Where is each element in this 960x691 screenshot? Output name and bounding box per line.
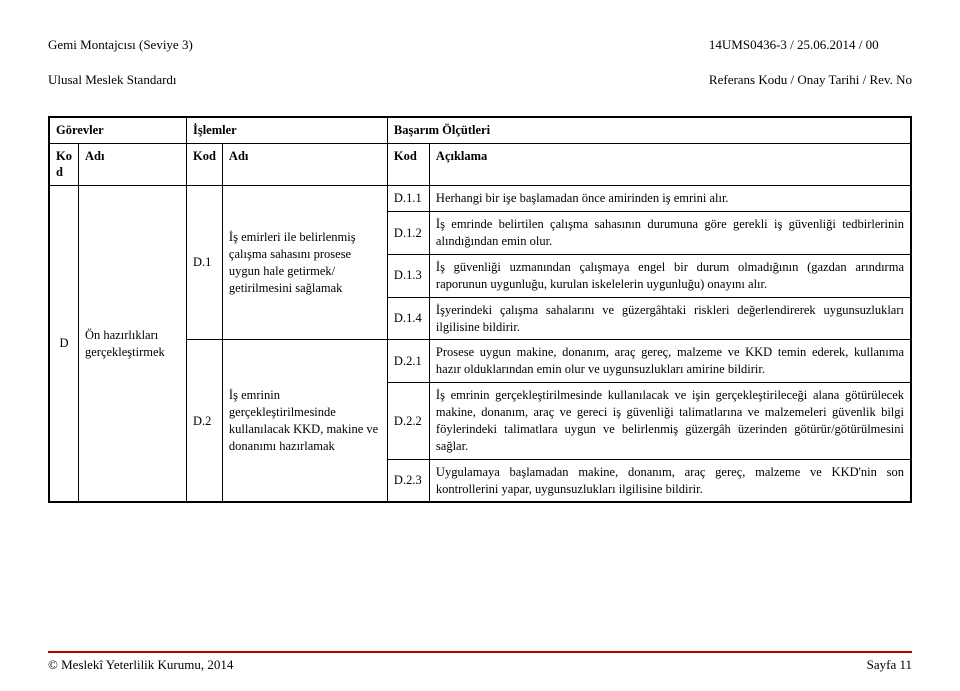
criteria-table-wrap: Görevler İşlemler Başarım Ölçütleri Ko d… bbox=[48, 116, 912, 504]
op-kod-d2: D.2 bbox=[186, 340, 222, 502]
page-footer: © Meslekî Yeterlilik Kurumu, 2014 Sayfa … bbox=[48, 651, 912, 673]
header-right-line1: 14UMS0436-3 / 25.06.2014 / 00 bbox=[709, 36, 912, 54]
crit-text: İş güvenliği uzmanından çalışmaya engel … bbox=[429, 254, 910, 297]
crit-kod: D.2.3 bbox=[387, 459, 429, 502]
op-adi-d2: İş emrinin gerçekleştirilmesinde kullanı… bbox=[222, 340, 387, 502]
crit-kod: D.2.2 bbox=[387, 383, 429, 460]
op-adi-d1: İş emirleri ile belirlenmiş çalışma saha… bbox=[222, 186, 387, 340]
crit-kod: D.2.1 bbox=[387, 340, 429, 383]
header-left: Gemi Montajcısı (Seviye 3) Ulusal Meslek… bbox=[48, 18, 193, 106]
header-basarim: Başarım Ölçütleri bbox=[387, 117, 910, 143]
subheader-adi2: Adı bbox=[222, 143, 387, 186]
main-kod: D bbox=[50, 186, 79, 502]
subheader-kod2: Kod bbox=[186, 143, 222, 186]
crit-text: Uygulamaya başlamadan makine, donanım, a… bbox=[429, 459, 910, 502]
header-gorevler: Görevler bbox=[50, 117, 187, 143]
criteria-table: Görevler İşlemler Başarım Ölçütleri Ko d… bbox=[49, 117, 911, 503]
page: Gemi Montajcısı (Seviye 3) Ulusal Meslek… bbox=[0, 0, 960, 691]
subheader-adi1: Adı bbox=[78, 143, 186, 186]
main-adi: Ön hazırlıkları gerçekleştirmek bbox=[78, 186, 186, 502]
header-left-line1: Gemi Montajcısı (Seviye 3) bbox=[48, 36, 193, 54]
page-header: Gemi Montajcısı (Seviye 3) Ulusal Meslek… bbox=[48, 18, 912, 106]
crit-kod: D.1.3 bbox=[387, 254, 429, 297]
footer-row: © Meslekî Yeterlilik Kurumu, 2014 Sayfa … bbox=[48, 657, 912, 673]
subheader-kod3: Kod bbox=[387, 143, 429, 186]
crit-kod: D.1.2 bbox=[387, 212, 429, 255]
header-right: 14UMS0436-3 / 25.06.2014 / 00 Referans K… bbox=[709, 18, 912, 106]
table-row: D Ön hazırlıkları gerçekleştirmek D.1 İş… bbox=[50, 186, 911, 212]
subheader-kod1: Ko d bbox=[50, 143, 79, 186]
crit-kod: D.1.1 bbox=[387, 186, 429, 212]
header-islemler: İşlemler bbox=[186, 117, 387, 143]
crit-text: Herhangi bir işe başlamadan önce amirind… bbox=[429, 186, 910, 212]
footer-left: © Meslekî Yeterlilik Kurumu, 2014 bbox=[48, 657, 233, 673]
crit-kod: D.1.4 bbox=[387, 297, 429, 340]
footer-divider bbox=[48, 651, 912, 653]
header-right-line2: Referans Kodu / Onay Tarihi / Rev. No bbox=[709, 71, 912, 89]
section-header-row: Görevler İşlemler Başarım Ölçütleri bbox=[50, 117, 911, 143]
footer-right: Sayfa 11 bbox=[867, 657, 912, 673]
op-kod-d1: D.1 bbox=[186, 186, 222, 340]
crit-text: İşyerindeki çalışma sahalarını ve güzerg… bbox=[429, 297, 910, 340]
subheader-aciklama: Açıklama bbox=[429, 143, 910, 186]
sub-header-row: Ko d Adı Kod Adı Kod Açıklama bbox=[50, 143, 911, 186]
crit-text: İş emrinde belirtilen çalışma sahasının … bbox=[429, 212, 910, 255]
crit-text: Prosese uygun makine, donanım, araç gere… bbox=[429, 340, 910, 383]
header-left-line2: Ulusal Meslek Standardı bbox=[48, 71, 193, 89]
crit-text: İş emrinin gerçekleştirilmesinde kullanı… bbox=[429, 383, 910, 460]
